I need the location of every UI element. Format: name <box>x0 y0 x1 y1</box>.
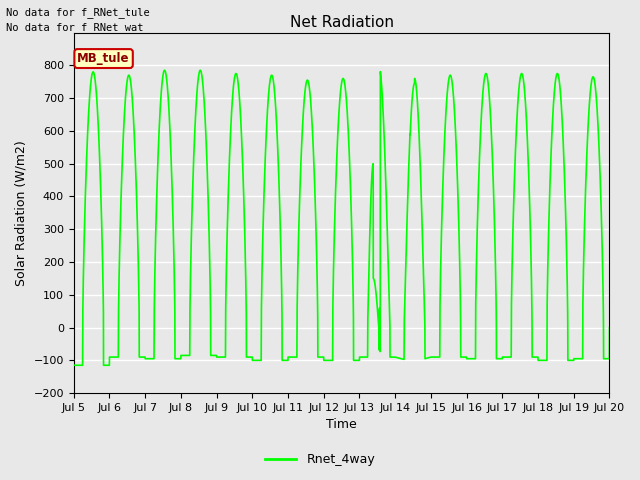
Text: MB_tule: MB_tule <box>77 52 130 65</box>
Text: No data for f_RNet_tule: No data for f_RNet_tule <box>6 7 150 18</box>
X-axis label: Time: Time <box>326 419 357 432</box>
Text: No data for f_RNet_wat: No data for f_RNet_wat <box>6 22 144 33</box>
Legend: Rnet_4way: Rnet_4way <box>260 448 380 471</box>
Y-axis label: Solar Radiation (W/m2): Solar Radiation (W/m2) <box>15 140 28 286</box>
Title: Net Radiation: Net Radiation <box>290 15 394 30</box>
